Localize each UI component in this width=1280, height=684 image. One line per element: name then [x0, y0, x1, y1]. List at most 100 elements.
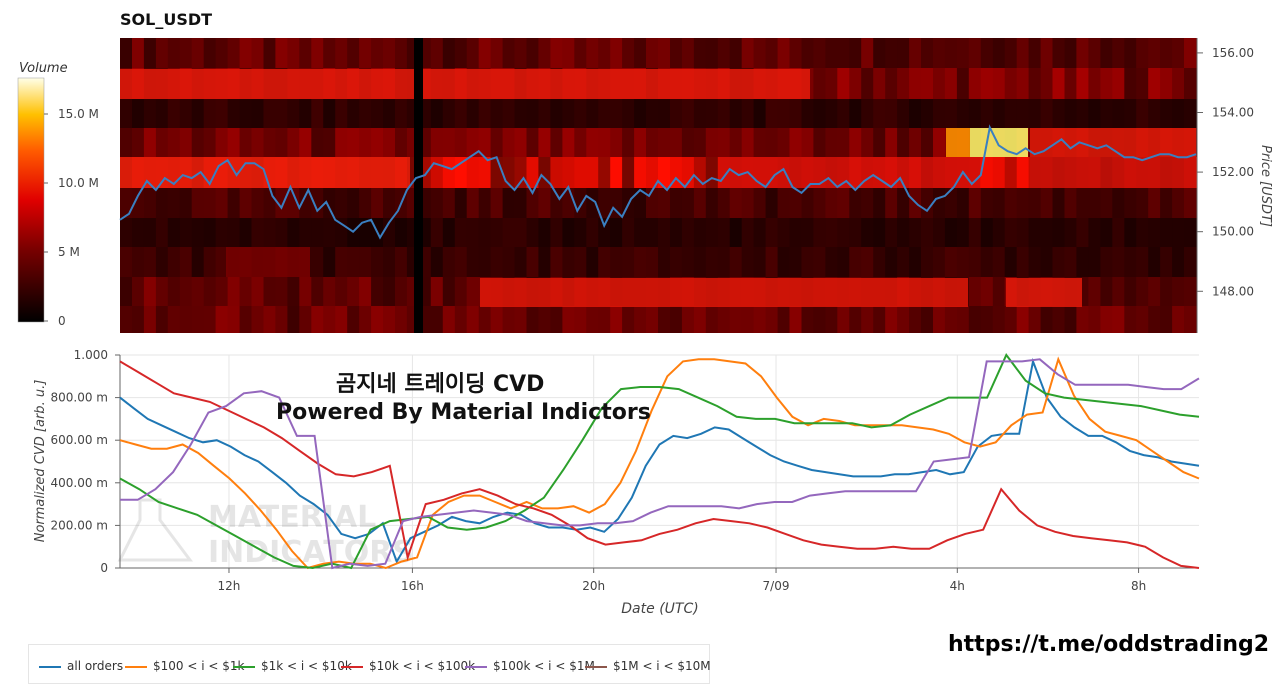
legend-label: all orders [67, 659, 124, 673]
heatmap-cell [1100, 188, 1113, 218]
heatmap-cell [227, 306, 241, 333]
heatmap-cell [478, 157, 492, 188]
heatmap-cell [956, 218, 970, 247]
heatmap-cell [658, 99, 671, 128]
telegram-link[interactable]: https://t.me/oddstrading2 [948, 632, 1270, 657]
heatmap-cell [885, 188, 898, 218]
legend-item-1m-10m[interactable]: $1M < i < $10M [585, 659, 711, 673]
heatmap-cell [825, 306, 838, 333]
heatmap-cell [1088, 218, 1101, 247]
heatmap-cell [514, 188, 528, 218]
heatmap-cell [335, 306, 348, 333]
heatmap-cell [299, 38, 312, 68]
heatmap-cell [885, 38, 898, 68]
heatmap-cell [897, 188, 910, 218]
heatmap-cell [813, 38, 826, 68]
heatmap-cell [825, 128, 838, 157]
heatmap-cell [562, 128, 575, 157]
heatmap-cell [658, 157, 671, 188]
heatmap-cell [980, 218, 994, 247]
heatmap-cell [765, 128, 779, 157]
heatmap-cell [550, 188, 563, 218]
heatmap-cell [538, 128, 551, 157]
legend-item-10k-100k[interactable]: $10k < i < $100k [341, 659, 475, 673]
heatmap-cell [251, 38, 265, 68]
heatmap-cell [933, 38, 946, 68]
heatmap-cell [514, 99, 528, 128]
heatmap-cell [873, 306, 886, 333]
heatmap-cell [299, 277, 312, 306]
heatmap-cell [956, 99, 970, 128]
legend-item-100-1k[interactable]: $100 < i < $1k [125, 659, 244, 673]
heatmap-cell [1100, 99, 1113, 128]
heatmap-cell [705, 128, 719, 157]
heatmap-cell [717, 99, 731, 128]
heatmap-cell [801, 99, 815, 128]
legend-item-100k-1m[interactable]: $100k < i < $1M [465, 659, 595, 673]
heatmap-cell [1100, 68, 1113, 99]
cvd-series-line [119, 357, 1200, 564]
heatmap-cell [550, 157, 563, 188]
heatmap-cell [1052, 68, 1066, 99]
heatmap-cell [944, 68, 958, 99]
heatmap-cell [765, 38, 779, 68]
heatmap-cell [143, 38, 157, 68]
heatmap-cell [717, 247, 731, 277]
heatmap-cell [120, 99, 133, 128]
heatmap-cell [729, 128, 743, 157]
heatmap-cell [1160, 247, 1173, 277]
heatmap-cell [323, 188, 336, 218]
heatmap-cell [359, 218, 372, 247]
heatmap-cell [909, 68, 922, 99]
heatmap-cell [203, 99, 217, 128]
legend-item-all-orders[interactable]: all orders [39, 659, 123, 673]
heatmap-cell [610, 38, 623, 68]
heatmap-cell [574, 99, 587, 128]
heatmap-cell [215, 247, 229, 277]
heatmap-cell [1040, 99, 1054, 128]
heatmap-cell [167, 188, 181, 218]
heatmap-cell [849, 306, 862, 333]
price-axis-label: Price [USDT] [1258, 145, 1273, 227]
heatmap-cell [1184, 306, 1197, 333]
heatmap-cell [646, 306, 659, 333]
heatmap-cell [825, 38, 838, 68]
heatmap-cell [323, 277, 336, 306]
heatmap-cell [1112, 68, 1125, 99]
heatmap-cell [442, 188, 456, 218]
heatmap-cell [681, 218, 695, 247]
heatmap-cell [1184, 68, 1197, 99]
heatmap-cell [1016, 247, 1030, 277]
heatmap-cell [921, 99, 934, 128]
overlay-title: 곰지네 트레이딩 CVD [336, 372, 545, 397]
heatmap-cell [1112, 306, 1125, 333]
heatmap-cell [980, 306, 994, 333]
heatmap-cell [586, 306, 599, 333]
heatmap-cell [526, 218, 540, 247]
heatmap-cell [956, 38, 970, 68]
heatmap-cell [442, 218, 456, 247]
heatmap-block [1006, 278, 1082, 307]
heatmap-cell [1136, 277, 1149, 306]
heatmap-cell [335, 218, 348, 247]
heatmap-cell [801, 128, 815, 157]
logo-text: MATERIAL [208, 500, 376, 535]
heatmap-cell [203, 306, 217, 333]
heatmap-cell [753, 38, 767, 68]
heatmap-cell [1064, 68, 1078, 99]
heatmap-cell [956, 247, 970, 277]
heatmap-cell [586, 157, 599, 188]
legend-item-1k-10k[interactable]: $1k < i < $10k [233, 659, 352, 673]
heatmap-cell [658, 188, 671, 218]
heatmap-cell [550, 128, 563, 157]
heatmap-cell [430, 128, 444, 157]
legend-swatch [233, 665, 255, 668]
cvd-y-label: Normalized CVD [arb. u.] [33, 380, 48, 543]
heatmap-cell [1172, 38, 1185, 68]
heatmap-cell [1040, 38, 1054, 68]
heatmap-cell [1004, 38, 1018, 68]
heatmap-cell [622, 218, 635, 247]
heatmap-cell [1028, 218, 1042, 247]
heatmap-cell [944, 99, 958, 128]
heatmap-cell [897, 38, 910, 68]
